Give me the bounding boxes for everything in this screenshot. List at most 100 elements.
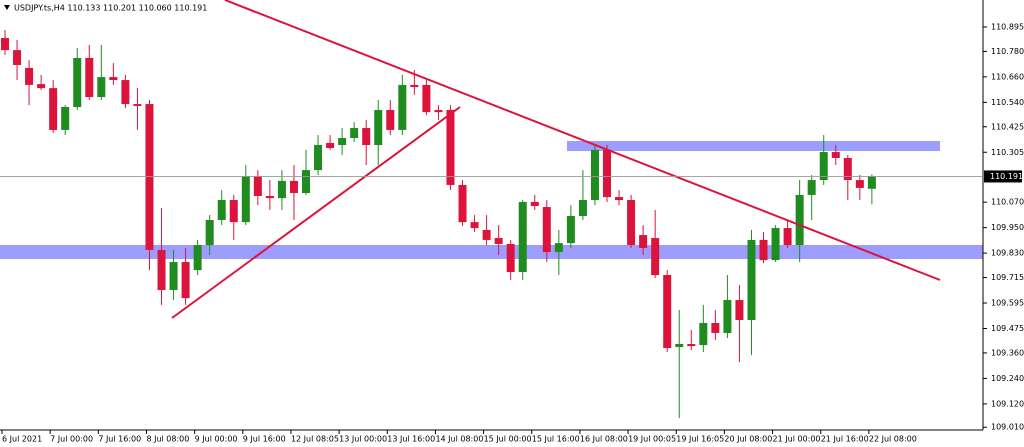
candle-body	[73, 57, 82, 108]
candle-body	[362, 128, 371, 146]
x-tick-label: 7 Jul 16:00	[98, 435, 141, 444]
candle-body	[97, 77, 106, 98]
y-tick-label: 110.425	[991, 122, 1024, 131]
candle-body	[410, 84, 419, 88]
candle-body	[446, 109, 455, 185]
candle-body	[85, 57, 94, 98]
trend-line	[224, 0, 941, 281]
candle-body	[37, 84, 46, 89]
x-tick-label: 21 Jul 16:00	[821, 435, 869, 444]
candle-body	[759, 239, 768, 261]
candle-body	[711, 322, 720, 333]
resistance-zone	[567, 141, 940, 151]
y-tick-label: 109.715	[991, 273, 1024, 282]
candle-body	[193, 245, 202, 271]
y-tick-label: 109.010	[991, 423, 1024, 432]
candle-body	[434, 109, 443, 113]
trend-line	[171, 106, 461, 319]
y-tick-label: 109.240	[991, 374, 1024, 383]
candle-body	[1, 38, 9, 51]
y-tick-label: 109.830	[991, 249, 1024, 258]
candle-body	[663, 274, 672, 349]
y-tick-label: 109.120	[991, 399, 1024, 408]
x-tick-label: 20 Jul 08:00	[724, 435, 772, 444]
candle-body	[145, 104, 154, 250]
symbol-icon	[4, 5, 10, 10]
y-tick-label: 110.305	[991, 148, 1024, 157]
candle-body	[603, 149, 611, 198]
candle-body	[819, 152, 828, 181]
candle-body	[386, 109, 395, 130]
x-tick-label: 8 Jul 08:00	[146, 435, 189, 444]
candle-body	[314, 145, 323, 171]
candle-body	[265, 195, 274, 199]
candle-body	[121, 80, 130, 105]
candle-body	[374, 109, 383, 146]
x-tick-label: 19 Jul 00:05	[628, 435, 676, 444]
candle-body	[723, 300, 732, 333]
candle-body	[747, 239, 756, 321]
candle-body	[578, 200, 587, 216]
candle-body	[458, 184, 467, 223]
candle-body	[61, 107, 70, 130]
current-price-label: 110.191	[990, 172, 1023, 181]
candle-body	[338, 138, 347, 146]
candle-body	[867, 176, 876, 189]
candle-body	[639, 235, 648, 249]
x-tick-label: 13 Jul 16:00	[387, 435, 435, 444]
y-tick-label: 110.070	[991, 198, 1024, 207]
x-tick-label: 14 Jul 08:00	[435, 435, 483, 444]
candle-body	[350, 128, 359, 139]
y-tick-label: 109.475	[991, 324, 1024, 333]
x-tick-label: 22 Jul 08:00	[869, 435, 917, 444]
candle-body	[49, 88, 58, 130]
candle-body	[482, 229, 491, 240]
candle-body	[518, 201, 527, 273]
candle-body	[181, 262, 190, 299]
candle-body	[699, 322, 708, 346]
x-tick-label: 15 Jul 00:00	[484, 435, 532, 444]
candle-body	[289, 180, 298, 194]
candle-body	[277, 180, 286, 199]
x-tick-label: 12 Jul 08:05	[291, 435, 339, 444]
current-price-box	[984, 170, 1022, 183]
y-tick-label: 109.595	[991, 299, 1024, 308]
y-tick-label: 110.540	[991, 98, 1024, 107]
x-tick-label: 21 Jul 00:00	[773, 435, 821, 444]
candle-body	[229, 200, 238, 223]
x-tick-label: 16 Jul 08:00	[580, 435, 628, 444]
candle-body	[506, 243, 515, 273]
plot-area	[1, 29, 876, 419]
candle-body	[530, 201, 539, 206]
candle-body	[855, 180, 864, 188]
candle-body	[542, 207, 551, 253]
x-tick-label: 9 Jul 16:00	[243, 435, 286, 444]
x-tick-label: 7 Jul 00:00	[50, 435, 93, 444]
candle-body	[133, 104, 142, 106]
candle-body	[205, 219, 214, 246]
x-tick-label: 9 Jul 00:00	[195, 435, 238, 444]
candle-body	[783, 228, 792, 246]
candle-body	[241, 176, 250, 223]
candle-body	[615, 197, 624, 201]
candle-body	[398, 84, 407, 130]
x-tick-label: 15 Jul 16:00	[532, 435, 580, 444]
candle-body	[554, 243, 563, 253]
candle-body	[169, 262, 178, 291]
candle-body	[627, 200, 636, 246]
candle-body	[253, 176, 262, 196]
candle-body	[302, 170, 310, 194]
candle-body	[771, 228, 780, 261]
candle-body	[807, 180, 816, 195]
candle-body	[109, 77, 118, 81]
y-tick-label: 109.950	[991, 223, 1024, 232]
candle-body	[494, 238, 503, 244]
candle-body	[25, 67, 34, 85]
candle-body	[651, 238, 660, 275]
candle-body	[735, 300, 744, 321]
y-tick-label: 110.660	[991, 72, 1024, 81]
candle-body	[157, 249, 166, 291]
y-tick-label: 109.360	[991, 348, 1024, 357]
